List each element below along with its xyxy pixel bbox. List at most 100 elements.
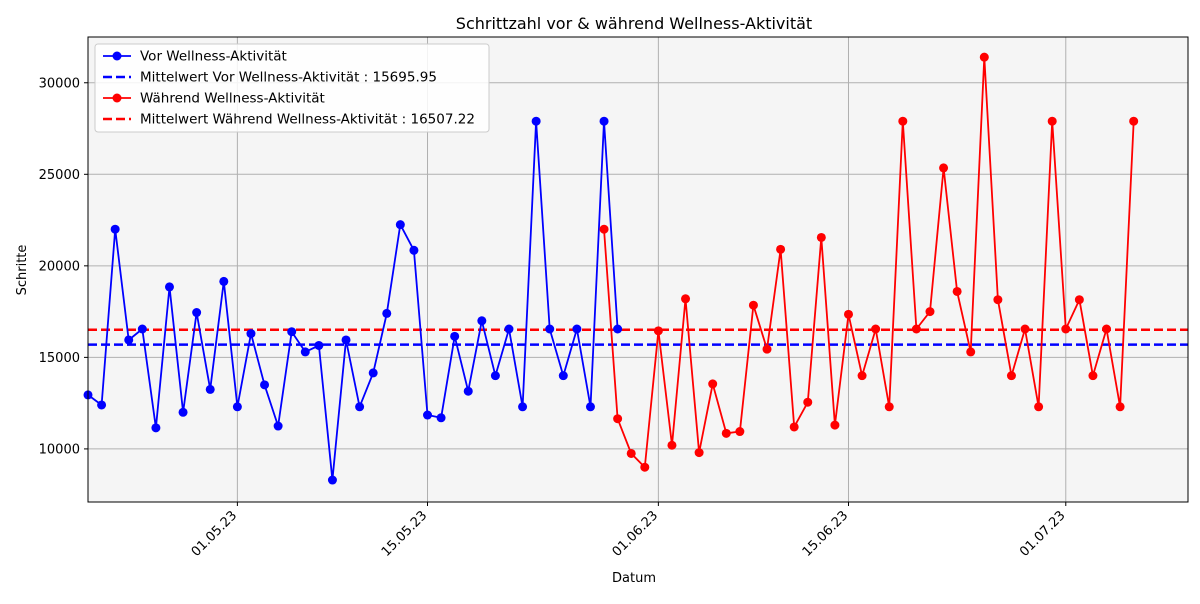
data-point	[599, 116, 609, 126]
data-point	[382, 308, 392, 318]
data-point	[490, 371, 500, 381]
data-point	[843, 309, 853, 319]
chart-title: Schrittzahl vor & während Wellness-Aktiv…	[456, 14, 812, 33]
legend-marker	[112, 51, 122, 61]
data-point	[246, 329, 256, 339]
mean-lines	[88, 328, 1188, 346]
y-tick-label: 20000	[39, 259, 80, 274]
data-point	[776, 244, 786, 254]
data-point	[939, 163, 949, 173]
series-line	[603, 56, 1135, 469]
legend-marker	[112, 93, 122, 103]
data-point	[925, 307, 935, 317]
data-point	[653, 326, 663, 336]
series-line	[87, 120, 619, 481]
data-point	[871, 324, 881, 334]
data-point	[463, 386, 473, 396]
data-point	[721, 428, 731, 438]
data-point	[748, 300, 758, 310]
x-tick-label: 15.05.23	[379, 508, 431, 560]
data-point	[898, 116, 908, 126]
data-point	[1088, 371, 1098, 381]
data-point	[884, 402, 894, 412]
data-point	[395, 220, 405, 230]
y-axis: 10000 15000 20000 25000 30000	[39, 76, 88, 457]
data-point	[1034, 402, 1044, 412]
data-point	[110, 224, 120, 234]
data-point	[164, 282, 174, 292]
x-tick-label: 01.05.23	[189, 508, 241, 560]
data-point	[694, 448, 704, 458]
data-point	[708, 379, 718, 389]
data-point	[789, 422, 799, 432]
data-point	[178, 407, 188, 417]
data-point	[681, 294, 691, 304]
data-point	[572, 324, 582, 334]
data-point	[993, 295, 1003, 305]
data-point	[816, 232, 826, 242]
data-point	[762, 344, 772, 354]
legend-label: Mittelwert Vor Wellness-Aktivität : 1569…	[140, 70, 437, 86]
data-point	[409, 245, 419, 255]
data-point	[97, 400, 107, 410]
data-point	[423, 410, 433, 420]
data-point	[979, 52, 989, 62]
data-point	[667, 440, 677, 450]
data-point	[300, 347, 310, 357]
legend-label: Während Wellness-Aktivität	[140, 91, 325, 107]
data-point	[640, 462, 650, 472]
data-point	[1047, 116, 1057, 126]
data-point	[613, 324, 623, 334]
data-point	[450, 331, 460, 341]
data-point	[151, 423, 161, 433]
data-point	[1020, 324, 1030, 334]
data-point	[260, 380, 270, 390]
x-tick-label: 15.06.23	[800, 508, 852, 560]
series-0	[83, 116, 623, 485]
legend-box	[94, 43, 490, 133]
data-point	[1115, 402, 1125, 412]
data-point	[368, 368, 378, 378]
data-point	[1129, 116, 1139, 126]
data-point	[477, 316, 487, 326]
y-tick-label: 25000	[39, 168, 80, 183]
data-point	[1074, 295, 1084, 305]
data-point	[735, 427, 745, 437]
x-axis-label: Datum	[612, 571, 656, 586]
data-point	[830, 420, 840, 430]
data-point	[205, 384, 215, 394]
data-point	[137, 324, 147, 334]
data-point	[952, 286, 962, 296]
data-point	[599, 224, 609, 234]
data-point	[355, 402, 365, 412]
data-point	[1102, 324, 1112, 334]
data-point	[327, 475, 337, 485]
y-axis-label: Schritte	[15, 245, 30, 296]
data-point	[273, 421, 283, 431]
data-point	[585, 402, 595, 412]
data-point	[1006, 371, 1016, 381]
plot-frame	[87, 36, 1189, 503]
data-point	[436, 413, 446, 423]
data-point	[124, 335, 134, 345]
legend-label: Vor Wellness-Aktivität	[140, 49, 287, 65]
grid-lines	[88, 37, 1188, 502]
series-layer	[83, 52, 1139, 485]
y-tick-label: 10000	[39, 442, 80, 457]
x-axis: 01.05.23 15.05.23 01.06.23 15.06.23 01.07.23	[189, 502, 1069, 560]
data-point	[518, 402, 528, 412]
data-point	[545, 324, 555, 334]
legend: Vor Wellness-Aktivität Mittelwert Vor Wel…	[94, 43, 490, 133]
data-point	[287, 327, 297, 337]
data-point	[857, 371, 867, 381]
data-point	[219, 276, 229, 286]
series-2	[599, 52, 1139, 472]
data-point	[531, 116, 541, 126]
y-tick-label: 15000	[39, 351, 80, 366]
y-tick-label: 30000	[39, 76, 80, 91]
x-tick-label: 01.06.23	[610, 508, 662, 560]
legend-label: Mittelwert Während Wellness-Aktivität : …	[140, 112, 475, 128]
data-point	[966, 347, 976, 357]
data-point	[192, 308, 202, 318]
x-tick-label: 01.07.23	[1017, 508, 1069, 560]
